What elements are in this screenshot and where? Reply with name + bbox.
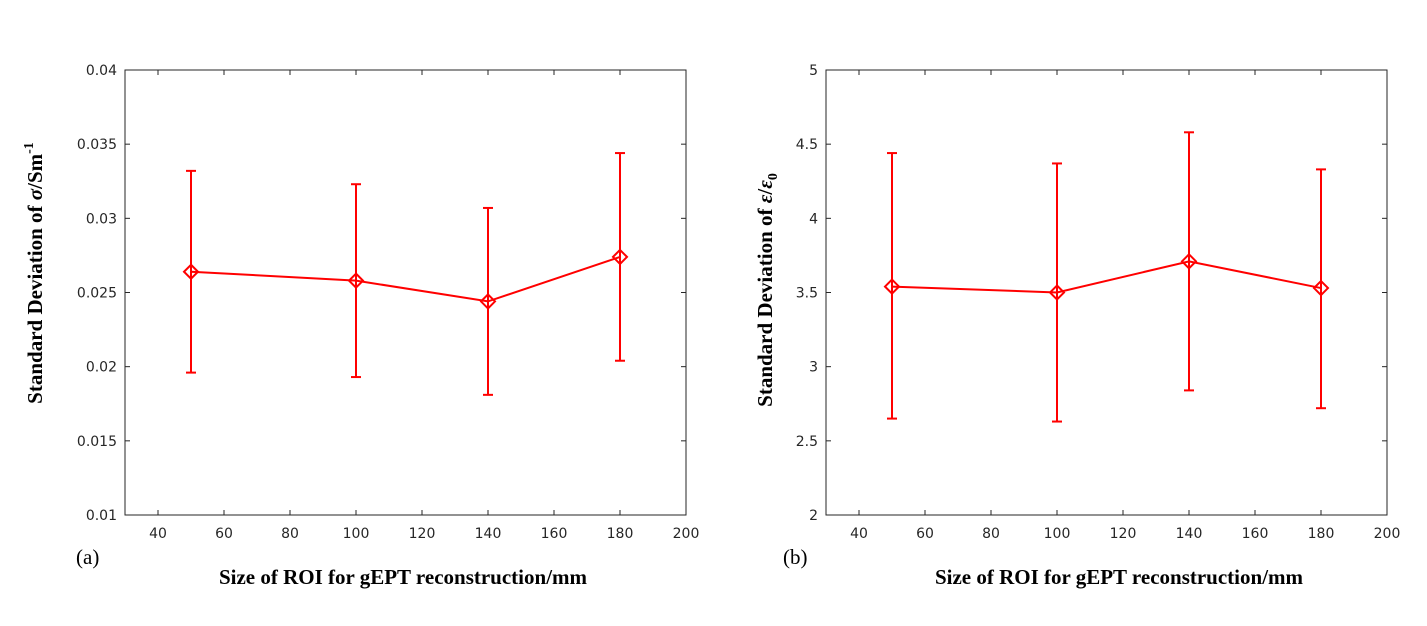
data-point-a-3 (611, 248, 629, 266)
x-tick-label-b-7: 180 (1308, 526, 1335, 542)
x-tick-label-a-7: 180 (607, 526, 634, 542)
series-epsilon-line (891, 260, 1322, 294)
data-point-b-0 (883, 278, 901, 295)
data-point-a-2 (479, 292, 497, 310)
x-tick-label-a-4: 120 (409, 526, 436, 542)
x-tick-label-b-2: 80 (982, 526, 1000, 542)
x-tick-label-b-5: 140 (1176, 526, 1203, 542)
y-axis-title-b: Standard Deviation of ε/ε0 (753, 173, 781, 407)
x-tick-label-a-0: 40 (149, 526, 167, 542)
y-axis-title-a: Standard Deviation of σ/Sm-1 (22, 142, 47, 404)
markers-a (182, 248, 629, 310)
plot-area-a (124, 69, 687, 516)
x-axis-title-a: Size of ROI for gEPT reconstruction/mm (219, 565, 588, 589)
series-line-b (891, 260, 1322, 294)
y-tick-label-a-6: 0.04 (86, 63, 117, 79)
y-tick-label-a-5: 0.035 (77, 137, 117, 153)
y-ticks-b: 2 2.5 3 3.5 4 4.5 5 (796, 63, 1387, 524)
series-line-a (190, 255, 621, 303)
plot-area-b (825, 69, 1388, 516)
x-ticks-a: 40 60 80 100 120 140 160 180 200 (149, 70, 699, 542)
y-tick-label-a-0: 0.01 (86, 508, 117, 524)
y-tick-label-b-2: 3 (809, 360, 818, 376)
y-tick-label-a-4: 0.03 (86, 211, 117, 227)
series-sigma-line (190, 255, 621, 303)
chart-panel-b: 2 2.5 3 3.5 4 4.5 5 40 60 80 100 120 140 160 180 200 S… (753, 63, 1400, 589)
x-tick-label-a-6: 160 (541, 526, 568, 542)
y-tick-label-b-5: 4.5 (796, 137, 818, 153)
y-tick-label-b-6: 5 (809, 63, 818, 79)
y-tick-label-a-2: 0.02 (86, 360, 117, 376)
x-tick-label-b-4: 120 (1110, 526, 1137, 542)
y-tick-label-a-1: 0.015 (77, 434, 117, 450)
x-tick-label-a-1: 60 (215, 526, 233, 542)
x-ticks-b: 40 60 80 100 120 140 160 180 200 (850, 70, 1400, 542)
x-tick-label-a-8: 200 (673, 526, 700, 542)
data-point-b-3 (1312, 279, 1330, 297)
y-tick-label-b-4: 4 (809, 211, 818, 227)
chart-panel-a: 0.01 0.015 0.02 0.025 0.03 0.035 0.04 40 60 80 10… (22, 63, 699, 589)
x-tick-label-b-8: 200 (1374, 526, 1401, 542)
x-axis-title-b: Size of ROI for gEPT reconstruction/mm (935, 565, 1304, 589)
y-tick-label-b-3: 3.5 (796, 286, 818, 302)
y-tick-label-b-0: 2 (809, 508, 818, 524)
x-tick-label-b-1: 60 (916, 526, 934, 542)
data-point-b-1 (1048, 284, 1066, 301)
x-tick-label-a-3: 100 (343, 526, 370, 542)
y-tick-label-b-1: 2.5 (796, 434, 818, 450)
data-point-a-0 (182, 263, 200, 281)
x-tick-label-a-2: 80 (281, 526, 299, 542)
panel-label-a: (a) (76, 545, 99, 569)
x-tick-label-b-0: 40 (850, 526, 868, 542)
panel-label-b: (b) (783, 545, 808, 569)
markers-b (883, 252, 1330, 301)
y-ticks-a: 0.01 0.015 0.02 0.025 0.03 0.035 0.04 (77, 63, 686, 524)
x-tick-label-b-6: 160 (1242, 526, 1269, 542)
y-tick-label-a-3: 0.025 (77, 286, 117, 302)
data-point-b-2 (1180, 252, 1198, 270)
x-tick-label-a-5: 140 (475, 526, 502, 542)
x-tick-label-b-3: 100 (1044, 526, 1071, 542)
data-point-a-1 (347, 272, 365, 290)
